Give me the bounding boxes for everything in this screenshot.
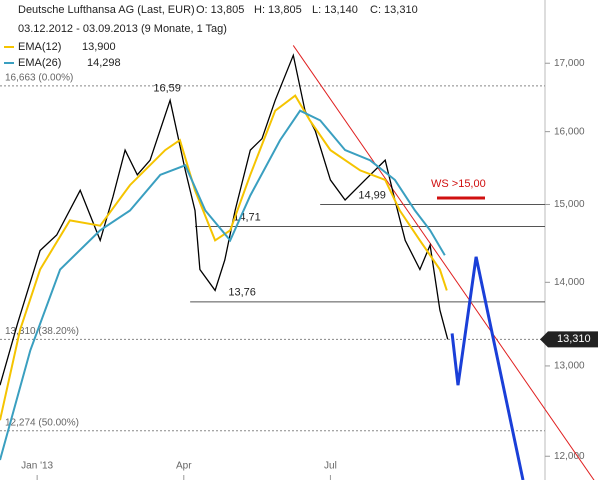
fib-label: 12,274 (50.00%) (5, 417, 79, 428)
price-tag-label: 13,310 (557, 333, 591, 345)
legend-value: 13,900 (82, 41, 116, 53)
header-low: L: 13,140 (312, 4, 358, 16)
x-tick-label: Jan '13 (21, 461, 53, 472)
y-tick-label: 13,000 (554, 361, 585, 372)
series-line (0, 94, 448, 421)
level-label: 13,76 (228, 287, 256, 299)
y-tick-label: 14,000 (554, 277, 585, 288)
legend-label: EMA(12) (18, 41, 61, 53)
y-tick-label: 12,000 (554, 451, 585, 462)
price-tag (540, 331, 598, 348)
legend-value: 14,298 (87, 57, 121, 69)
trendline (292, 45, 595, 480)
header-open: O: 13,805 (196, 4, 244, 16)
series-line (0, 109, 446, 461)
annotation: WS >15,00 (431, 178, 486, 190)
y-tick-label: 17,000 (554, 58, 585, 69)
x-tick-label: Jul (324, 461, 337, 472)
peak-label: 16,59 (153, 83, 181, 95)
fib-label: 13,310 (38.20%) (5, 326, 79, 337)
y-tick-label: 15,000 (554, 199, 585, 210)
y-tick-label: 16,000 (554, 126, 585, 137)
level-label: 14,99 (358, 189, 386, 201)
header-period: 03.12.2012 - 03.09.2013 (9 Monate, 1 Tag… (18, 23, 227, 35)
header-instrument: Deutsche Lufthansa AG (Last, EUR) (18, 4, 195, 16)
series-line (0, 53, 449, 386)
fib-label: 16,663 (0.00%) (5, 72, 73, 83)
series-line (450, 256, 525, 480)
legend-label: EMA(26) (18, 57, 61, 69)
header-close: C: 13,310 (370, 4, 418, 16)
header-high: H: 13,805 (254, 4, 302, 16)
x-tick-label: Apr (176, 461, 192, 472)
